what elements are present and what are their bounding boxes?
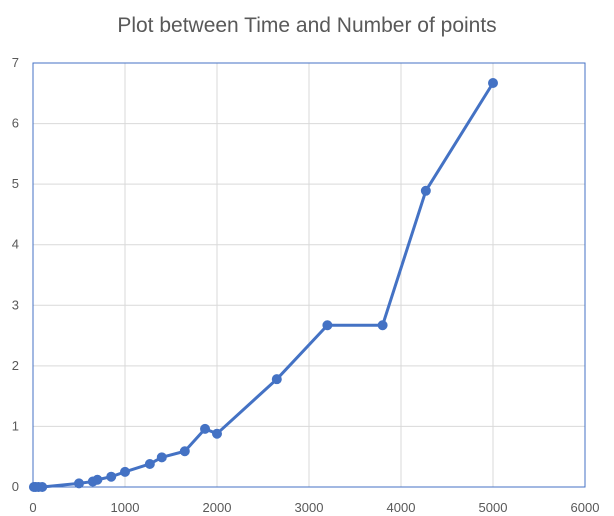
y-tick-label-2: 2 (12, 358, 19, 373)
data-point-7 (106, 471, 117, 482)
data-point-15 (322, 320, 333, 331)
axis-layer: 0 1 2 3 4 5 6 7 0 1000 2000 3000 4000 5000 6000 (12, 55, 600, 515)
y-tick-label-4: 4 (12, 237, 19, 252)
data-point-18 (488, 77, 498, 88)
y-tick-label-5: 5 (12, 176, 19, 191)
x-tick-label-2: 2000 (203, 500, 232, 515)
y-tick-label-1: 1 (12, 418, 19, 433)
x-tick-label-1: 1000 (111, 500, 140, 515)
y-tick-label-0: 0 (12, 479, 19, 494)
chart-title: Plot between Time and Number of points (117, 14, 497, 37)
data-point-9 (144, 458, 155, 469)
series-layer (28, 77, 498, 492)
data-point-4 (74, 478, 84, 489)
data-point-17 (420, 185, 431, 196)
y-tick-label-3: 3 (12, 297, 19, 312)
grid-layer (33, 62, 586, 487)
data-point-11 (179, 446, 190, 457)
data-point-8 (120, 466, 130, 477)
x-tick-label-5: 5000 (479, 500, 508, 515)
y-tick-label-6: 6 (12, 116, 19, 131)
plot-border (32, 62, 586, 488)
x-tick-label-0: 0 (29, 500, 36, 515)
x-tick-label-6: 6000 (571, 500, 600, 515)
data-point-16 (377, 320, 388, 331)
data-point-14 (271, 374, 282, 385)
data-point-3 (37, 482, 48, 492)
x-tick-label-3: 3000 (295, 500, 324, 515)
x-tick-label-4: 4000 (387, 500, 416, 515)
y-tick-label-7: 7 (12, 55, 19, 70)
data-point-6 (92, 474, 103, 485)
data-point-10 (156, 452, 167, 463)
data-point-13 (212, 428, 222, 439)
data-point-12 (200, 423, 211, 434)
